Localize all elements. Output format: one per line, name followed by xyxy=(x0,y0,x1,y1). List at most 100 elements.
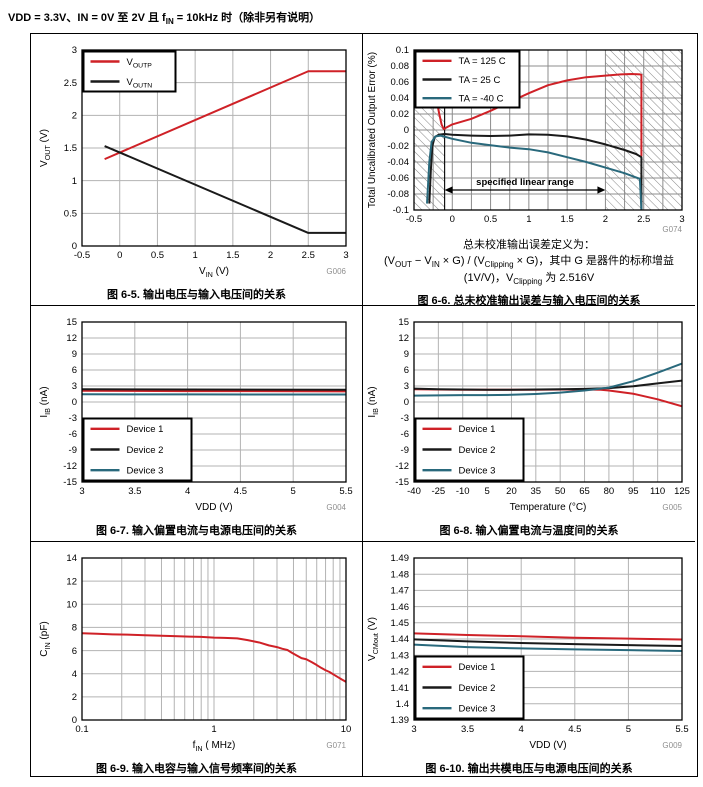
chart-legend: TA = 125 C TA = 25 C TA = -40 C xyxy=(414,50,521,109)
y-tick-label: 0.5 xyxy=(63,209,76,220)
y-tick-label: 0 xyxy=(71,397,76,408)
note-line-2: (VOUT − VIN × G) / (VClipping × G)，其中 G … xyxy=(383,255,675,270)
y-tick-label: -6 xyxy=(401,429,409,440)
x-tick-label: 5 xyxy=(290,486,295,497)
y-tick-label: 0 xyxy=(71,241,76,252)
figure-cell-6-7: 3 3.5 4 4.5 5 5.5 -15 -12 -9 -6 -3 0 3 6 9 12 15 VDD (V) I… xyxy=(31,306,363,543)
legend-label: Device 3 xyxy=(126,466,163,477)
y-tick-label: 9 xyxy=(71,349,76,360)
y-tick-label: 1.47 xyxy=(391,586,410,597)
figure-caption-6-8: 图 6-8. 输入偏置电流与温度间的关系 xyxy=(439,525,619,538)
y-tick-label: 0.1 xyxy=(396,45,409,56)
legend-label: TA = 125 C xyxy=(459,56,506,67)
chart-legend: VOUTP VOUTN xyxy=(82,50,176,93)
y-tick-label: -3 xyxy=(401,413,409,424)
chart-canvas: -40 -25 -10 5 20 35 50 65 80 95 110 125 -15 -12 -9 -6 -3… xyxy=(367,317,690,513)
x-tick-label: 35 xyxy=(531,486,542,497)
y-tick-label: 3 xyxy=(71,45,76,56)
chart-legend: Device 1 Device 2 Device 3 xyxy=(82,417,192,482)
chart-id-label: G006 xyxy=(326,267,346,276)
series-device-2 xyxy=(414,638,682,648)
legend-label: Device 3 xyxy=(459,466,496,477)
x-tick-label: 95 xyxy=(628,486,639,497)
x-tick-label: 5 xyxy=(484,486,489,497)
x-tick-label: 0 xyxy=(450,214,455,225)
x-tick-label: 125 xyxy=(674,486,690,497)
y-tick-label: 1.49 xyxy=(391,553,410,564)
series-ta-125-c xyxy=(435,73,643,157)
y-tick-label: -0.02 xyxy=(387,141,409,152)
y-tick-label: -15 xyxy=(63,477,77,488)
figure-cell-6-9: 0.1 1 10 0 2 4 6 8 10 12 14 fIN ( MHz) CIN (pF) G071 … xyxy=(31,542,363,777)
y-tick-label: 2 xyxy=(71,692,76,703)
y-tick-label: -0.08 xyxy=(387,189,409,200)
y-tick-label: -9 xyxy=(68,445,76,456)
legend-label: Device 2 xyxy=(459,683,496,694)
series-device-1 xyxy=(414,632,682,641)
y-tick-label: 1.5 xyxy=(63,143,76,154)
figures-grid: -0.5 0 0.5 1 1.5 2 2.5 3 0 0.5 1 1.5 2 2.5 3 VIN (V) VOU… xyxy=(30,33,698,778)
y-axis-label: VCMout (V) xyxy=(367,617,380,661)
y-tick-label: 3 xyxy=(404,381,409,392)
y-tick-label: 8 xyxy=(71,623,76,634)
series-ta-40-c xyxy=(426,134,643,211)
x-tick-label: 3 xyxy=(411,724,416,735)
y-tick-label: 6 xyxy=(71,646,76,657)
legend-label: Device 2 xyxy=(459,445,496,456)
x-tick-label: 1.5 xyxy=(561,214,574,225)
figure-caption-6-7: 图 6-7. 输入偏置电流与电源电压间的关系 xyxy=(95,525,298,538)
x-tick-label: 50 xyxy=(555,486,566,497)
x-tick-label: 0 xyxy=(117,250,122,261)
x-axis-label: VIN (V) xyxy=(199,266,229,279)
legend-label: Device 3 xyxy=(459,704,496,715)
x-tick-label: 3 xyxy=(79,486,84,497)
x-axis-label: VDD (V) xyxy=(529,740,566,751)
chart-output-error-vs-vin: specified linear range -0.5 0 0.5 1 1.5 2 2.5 3 -… xyxy=(364,42,694,236)
y-tick-label: -0.06 xyxy=(387,173,409,184)
series-device-1 xyxy=(81,389,346,393)
y-tick-label: 1.4 xyxy=(396,699,409,710)
x-tick-label: 2.5 xyxy=(637,214,650,225)
test-conditions-header: VDD = 3.3V、IN = 0V 至 2V 且 fIN = 10kHz 时（… xyxy=(8,12,321,27)
y-tick-label: -0.04 xyxy=(387,157,409,168)
x-tick-label: -40 xyxy=(407,486,421,497)
x-tick-label: 0.5 xyxy=(150,250,163,261)
y-tick-label: 12 xyxy=(66,577,77,588)
y-tick-label: 1.44 xyxy=(391,634,410,645)
series-cin xyxy=(81,632,346,683)
y-axis-label: IIB (nA) xyxy=(39,387,52,418)
y-tick-label: 15 xyxy=(398,317,409,328)
x-tick-label: 5.5 xyxy=(675,724,688,735)
figure-cell-6-10: 3 3.5 4 4.5 5 5.5 1.39 1.4 1.41 1.42 1.43 1.44 1.45 1… xyxy=(363,542,695,776)
note-line-3: (1V/V)，VClipping 为 2.516V xyxy=(463,271,595,287)
y-tick-label: 3 xyxy=(71,381,76,392)
chart-canvas: 3 3.5 4 4.5 5 5.5 -15 -12 -9 -6 -3 0 3 6 9 12 15 VDD (V) I… xyxy=(39,317,353,513)
series-voutp xyxy=(103,70,346,161)
y-tick-label: -15 xyxy=(395,477,409,488)
x-tick-label: 3.5 xyxy=(128,486,141,497)
x-axis-label: VDD (V) xyxy=(195,502,232,513)
legend-label: TA = -40 C xyxy=(459,94,504,105)
series-device-2 xyxy=(414,379,682,391)
x-tick-label: 1 xyxy=(192,250,197,261)
x-tick-label: 10 xyxy=(340,724,351,735)
x-tick-label: 80 xyxy=(604,486,615,497)
chart-canvas: 3 3.5 4 4.5 5 5.5 1.39 1.4 1.41 1.42 1.43 1.44 1.45 1… xyxy=(367,553,689,751)
svg-text:specified linear range: specified linear range xyxy=(476,177,574,188)
figure-cell-6-5: -0.5 0 0.5 1 1.5 2 2.5 3 0 0.5 1 1.5 2 2.5 3 VIN (V) VOU… xyxy=(31,34,363,307)
x-tick-label: 2.5 xyxy=(301,250,314,261)
y-tick-label: -12 xyxy=(63,461,77,472)
y-tick-label: -9 xyxy=(401,445,409,456)
series-device-3 xyxy=(414,643,682,653)
legend-label: Device 1 xyxy=(126,424,163,435)
y-tick-label: 0.08 xyxy=(391,61,410,72)
y-tick-label: 0.06 xyxy=(391,77,410,88)
chart-legend: Device 1 Device 2 Device 3 xyxy=(414,417,525,482)
y-tick-label: 12 xyxy=(66,333,77,344)
chart-legend: Device 1 Device 2 Device 3 xyxy=(414,655,525,720)
figure-cell-6-6: specified linear range -0.5 0 0.5 1 1.5 2 2.5 3 -… xyxy=(363,34,695,307)
x-tick-label: 4.5 xyxy=(233,486,246,497)
y-tick-label: 1 xyxy=(71,176,76,187)
y-tick-label: -3 xyxy=(68,413,76,424)
y-tick-label: -12 xyxy=(395,461,409,472)
